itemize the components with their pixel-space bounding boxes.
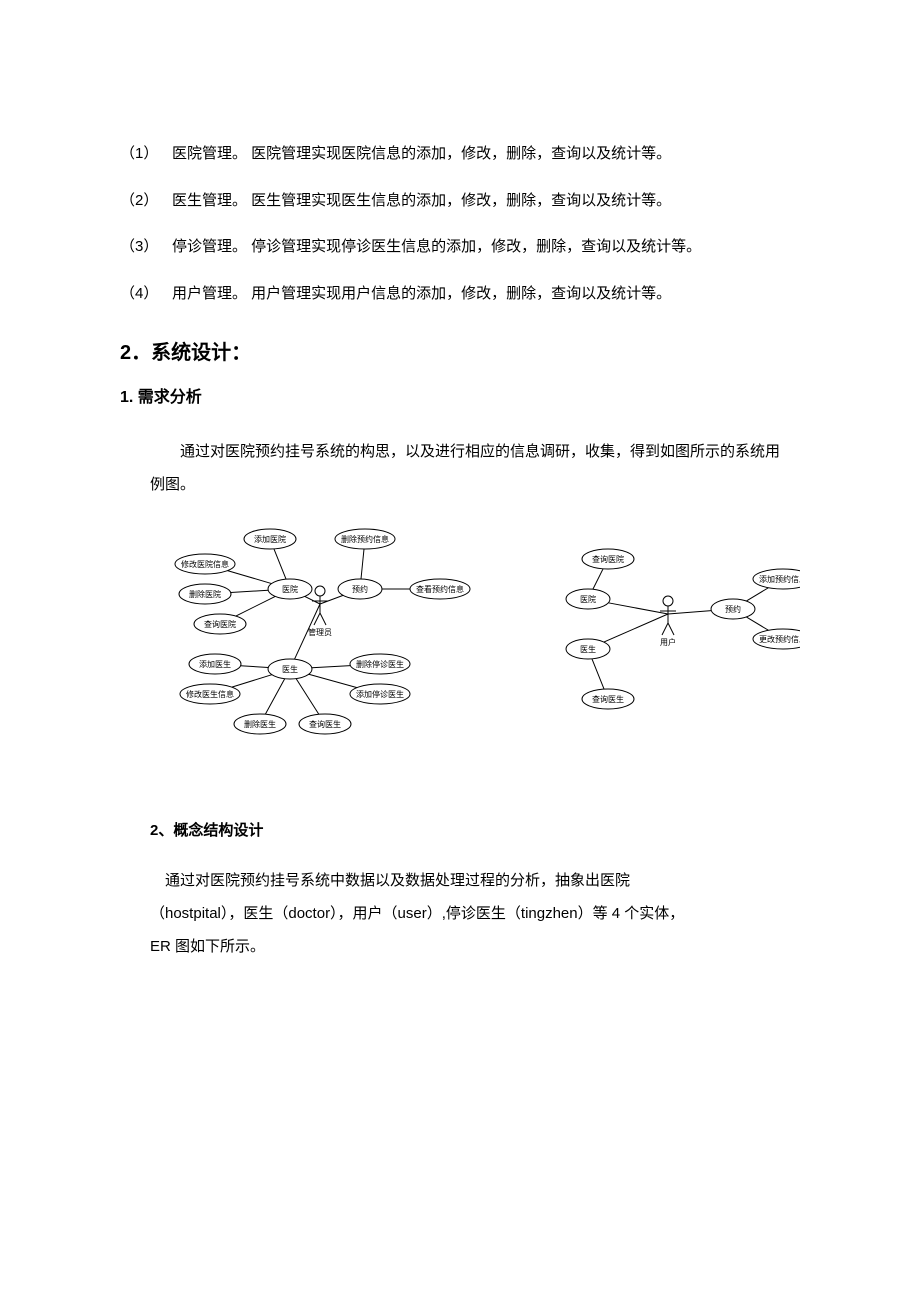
list-item-text: 用户管理。 用户管理实现用户信息的添加，修改，删除，查询以及统计等。: [172, 280, 800, 309]
document-page: （1）医院管理。 医院管理实现医院信息的添加，修改，删除，查询以及统计等。（2）…: [0, 0, 920, 1061]
svg-text:医生: 医生: [580, 644, 596, 654]
svg-text:预约: 预约: [725, 604, 741, 614]
text-line: ER 图如下所示。: [150, 938, 265, 955]
svg-text:查询医生: 查询医生: [592, 694, 624, 704]
svg-text:删除预约信息: 删除预约信息: [341, 534, 389, 544]
list-item-text: 停诊管理。 停诊管理实现停诊医生信息的添加，修改，删除，查询以及统计等。: [172, 233, 800, 262]
svg-text:查询医院: 查询医院: [204, 619, 236, 629]
numbered-list: （1）医院管理。 医院管理实现医院信息的添加，修改，删除，查询以及统计等。（2）…: [120, 140, 800, 308]
usecase-diagram-user: 医院医生 预约 查询医院查询医生 添加预约信息更改预约信息 用户: [518, 519, 800, 739]
svg-text:查询医生: 查询医生: [309, 719, 341, 729]
heading-conceptual-design: 2、概念结构设计: [120, 819, 800, 840]
paragraph-er-intro: 通过对医院预约挂号系统中数据以及数据处理过程的分析，抽象出医院 （hostpit…: [120, 864, 800, 963]
list-item-number: （2）: [120, 187, 172, 216]
svg-text:查询医院: 查询医院: [592, 554, 624, 564]
svg-text:管理员: 管理员: [308, 627, 332, 637]
svg-text:删除医生: 删除医生: [244, 719, 276, 729]
list-item-number: （3）: [120, 233, 172, 262]
svg-text:预约: 预约: [352, 584, 368, 594]
svg-text:修改医生信息: 修改医生信息: [186, 689, 234, 699]
usecase-diagram-row: 医院预约医生修改医院信息添加医院删除医院查询医院删除预约信息查看预约信息添加医生…: [120, 519, 800, 769]
list-item-text: 医生管理。 医生管理实现医生信息的添加，修改，删除，查询以及统计等。: [172, 187, 800, 216]
list-item: （1）医院管理。 医院管理实现医院信息的添加，修改，删除，查询以及统计等。: [120, 140, 800, 169]
text-line: （hostpital），医生（doctor），用户（user）,停诊医生（tin…: [150, 905, 684, 922]
svg-text:添加医院: 添加医院: [254, 534, 286, 544]
text-line: 通过对医院预约挂号系统中数据以及数据处理过程的分析，抽象出医院: [150, 872, 630, 889]
svg-text:添加预约信息: 添加预约信息: [759, 574, 800, 584]
svg-text:医院: 医院: [580, 594, 596, 604]
list-item-text: 医院管理。 医院管理实现医院信息的添加，修改，删除，查询以及统计等。: [172, 140, 800, 169]
svg-text:医院: 医院: [282, 584, 298, 594]
svg-text:医生: 医生: [282, 664, 298, 674]
svg-text:更改预约信息: 更改预约信息: [759, 634, 800, 644]
usecase-diagram-admin: 医院 预约医生 修改医院信息 添加医院删除医院查询医院 删除预约信息查看预约信息添加医生…: [150, 519, 488, 769]
list-item: （2）医生管理。 医生管理实现医生信息的添加，修改，删除，查询以及统计等。: [120, 187, 800, 216]
svg-text:添加医生: 添加医生: [199, 659, 231, 669]
svg-text:查看预约信息: 查看预约信息: [416, 584, 464, 594]
list-item: （3）停诊管理。 停诊管理实现停诊医生信息的添加，修改，删除，查询以及统计等。: [120, 233, 800, 262]
svg-text:用户: 用户: [660, 637, 676, 647]
heading-requirements: 1. 需求分析: [120, 383, 800, 407]
svg-text:添加停诊医生: 添加停诊医生: [356, 689, 404, 699]
paragraph-usecase-intro: 通过对医院预约挂号系统的构思，以及进行相应的信息调研，收集，得到如图所示的系统用…: [120, 435, 800, 501]
svg-text:删除停诊医生: 删除停诊医生: [356, 659, 404, 669]
heading-system-design: 2．系统设计：: [120, 336, 800, 365]
svg-text:删除医院: 删除医院: [189, 589, 221, 599]
list-item: （4）用户管理。 用户管理实现用户信息的添加，修改，删除，查询以及统计等。: [120, 280, 800, 309]
list-item-number: （1）: [120, 140, 172, 169]
svg-text:修改医院信息: 修改医院信息: [181, 559, 229, 569]
list-item-number: （4）: [120, 280, 172, 309]
